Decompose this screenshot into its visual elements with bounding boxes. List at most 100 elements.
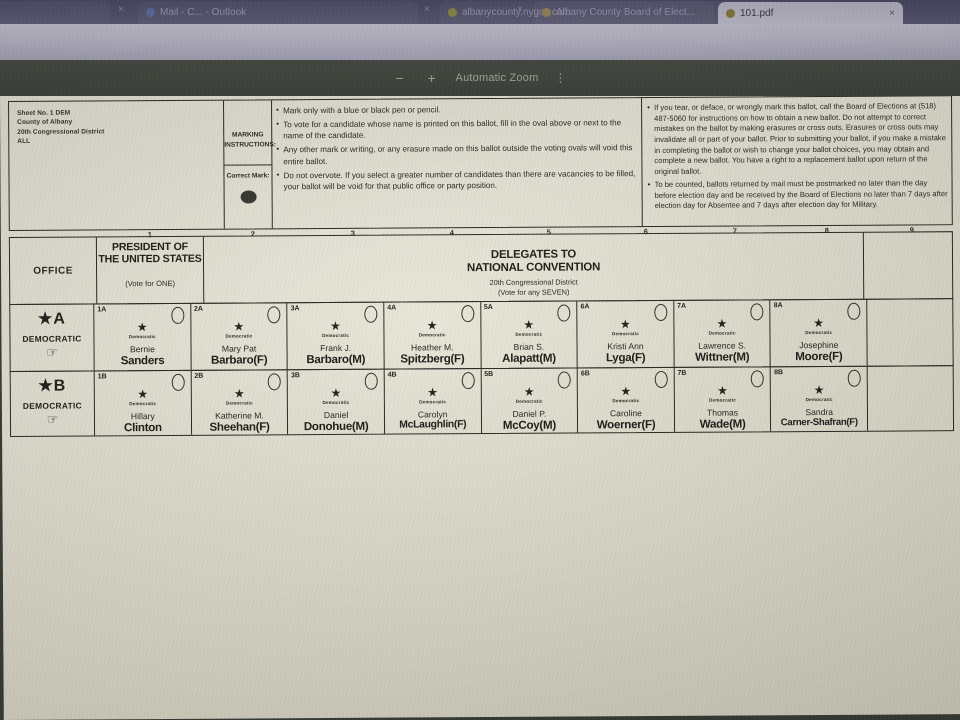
candidate-cell-1a[interactable]: 1A ★ Democratic Bernie Sanders [94,303,192,371]
pointing-hand-icon: ☞ [46,411,59,427]
party-name: DEMOCRATIC [22,400,83,411]
office-column9-blank [864,232,952,299]
star-icon: ★ [716,316,728,331]
party-row-letter: ★A [10,311,93,328]
candidate-last-name: McLaughlin(F) [399,419,467,431]
candidate-number: 2B [194,372,204,380]
candidate-number: 3B [291,372,301,380]
candidate-first-name: Mary Pat [221,343,257,354]
star-icon: ★ [813,315,825,331]
candidate-party: Democratic [708,330,736,336]
candidate-cell-3a[interactable]: 3A ★ Democratic Frank J. Barbaro(M) [287,302,385,370]
instruction-item: Any other mark or writing, or any erasur… [276,143,635,168]
candidate-first-name: Caroline [609,408,642,419]
more-tools-icon[interactable]: ⋮ [554,71,569,85]
tab-close-icon-0[interactable]: × [118,4,124,15]
candidate-first-name: Daniel [323,409,349,421]
candidate-cell-2b[interactable]: 2B ★ Democratic Katherine M. Sheehan(F) [191,370,289,435]
browser-tab-strip: × Mail - C... - Outlook × albanycounty.n… [0,0,960,24]
candidate-first-name: Sandra [805,406,834,418]
candidate-party: Democratic [515,331,543,337]
candidate-number: 5A [483,303,493,312]
candidate-first-name: Frank J. [320,342,352,354]
marking-label-line1: MARKING [231,131,264,139]
candidate-cell-8a[interactable]: 8A ★ Democratic Josephine Moore(F) [770,299,868,367]
star-icon: ★ [136,320,148,335]
candidate-last-name: Barbaro(M) [306,352,366,367]
candidate-party: Democratic [225,400,253,406]
browser-tab-3[interactable]: Albany County Board of Elect... [534,1,714,24]
candidate-last-name: Lyga(F) [605,351,646,365]
pointing-hand-icon: ☞ [46,344,58,360]
candidate-last-name: Donohue(M) [303,419,369,434]
candidate-cell-3b[interactable]: 3B ★ Democratic Daniel Donohue(M) [287,369,386,435]
candidate-cell-4b[interactable]: 4B ★ Democratic Carolyn McLaughlin(F) [384,369,482,434]
browser-tab-2[interactable]: albanycounty.nygov.com [440,1,785,24]
tab-close-icon-2[interactable]: × [517,4,523,15]
star-icon: ★ [813,382,825,398]
candidate-last-name: Clinton [123,421,162,435]
marking-label-line2: INSTRUCTIONS: [224,141,276,149]
candidate-cell-7b[interactable]: 7B ★ Democratic Thomas Wade(M) [674,367,772,432]
candidate-party: Democratic [322,332,350,339]
warning-item: If you tear, or deface, or wrongly mark … [647,101,947,177]
candidate-number: 2A [193,305,203,313]
star-icon: ★ [330,318,341,333]
tab-close-icon-active[interactable]: × [889,7,895,19]
tab-label: Mail - C... - Outlook [160,7,247,18]
zoom-level-select[interactable]: Automatic Zoom [455,72,539,84]
candidate-first-name: Josephine [799,339,839,351]
zoom-out-button[interactable]: − [395,70,404,86]
candidate-cell-6a[interactable]: 6A ★ Democratic Kristi Ann Lyga(F) [577,300,675,368]
sheet-info-line: ALL [17,138,31,146]
candidate-party: Democratic [418,332,446,338]
filled-oval-example-icon [240,190,257,204]
star-icon: ★ [38,377,54,395]
browser-tab-0[interactable] [0,1,110,24]
candidate-cell-5b[interactable]: 5B ★ Democratic Daniel P. McCoy(M) [481,368,579,434]
candidate-cell-6b[interactable]: 6B ★ Democratic Caroline Woerner(F) [577,367,675,433]
zoom-in-button[interactable]: + [427,70,436,86]
candidate-number: 1B [97,373,107,381]
row-letter: B [53,377,67,395]
candidate-last-name: Woerner(F) [596,418,656,432]
candidate-cell-7a[interactable]: 7A ★ Democratic Lawrence S. Wittner(M) [674,300,772,367]
star-icon: ★ [233,386,245,401]
party-row-letter: ★B [11,378,94,395]
candidate-party: Democratic [128,334,156,340]
candidate-last-name: Spitzberg(F) [400,352,465,366]
candidate-cell-2a[interactable]: 2A ★ Democratic Mary Pat Barbaro(F) [190,303,288,370]
candidate-number: 7B [677,369,687,377]
tab-close-icon-1[interactable]: × [424,4,430,15]
instruction-item: Mark only with a blue or black pen or pe… [276,103,635,117]
tab-favicon [146,8,155,17]
candidate-cell-8b[interactable]: 8B ★ Democratic Sandra Carner-Shafran(F) [771,366,869,432]
browser-tab-active-101pdf[interactable]: 101.pdf × [718,2,903,24]
candidate-first-name: Thomas [707,407,739,418]
office-delegates-cell: DELEGATES TO NATIONAL CONVENTION 20th Co… [203,232,865,303]
pdf-page[interactable]: Sheet No. 1 DEM County of Albany 20th Co… [0,90,960,720]
star-icon: ★ [137,387,149,402]
candidate-number: 4A [387,304,397,312]
office-header-row: OFFICE PRESIDENT OF THE UNITED STATES (V… [8,231,954,305]
office-title-line2: THE UNITED STATES [98,252,202,266]
instructions-block: Mark only with a blue or black pen or pe… [272,98,643,229]
candidate-number: 7A [677,302,687,310]
candidate-number: 4B [387,371,397,379]
office-label: OFFICE [33,265,73,277]
candidate-cell-1b[interactable]: 1B ★ Democratic Hillary Clinton [94,370,192,436]
candidate-cell-4a[interactable]: 4A ★ Democratic Heather M. Spitzberg(F) [384,302,482,369]
star-icon: ★ [330,385,342,400]
office-label-cell: OFFICE [9,237,98,304]
browser-tab-1[interactable]: Mail - C... - Outlook [138,1,418,24]
candidate-last-name: Alapatt(M) [502,351,556,365]
candidate-first-name: Lawrence S. [698,340,747,351]
candidate-cell-5a[interactable]: 5A ★ Democratic Brian S. Alapatt(M) [480,301,578,369]
candidate-cell-9a-blank [867,299,952,366]
candidate-party: Democratic [612,398,640,404]
candidate-row-a: ★A DEMOCRATIC ☞ 1A ★ Democratic Bernie S… [9,298,954,372]
party-label-cell-a: ★A DEMOCRATIC ☞ [10,304,95,371]
office-president-cell: PRESIDENT OF THE UNITED STATES (Vote for… [96,236,205,304]
party-name: DEMOCRATIC [22,333,82,344]
